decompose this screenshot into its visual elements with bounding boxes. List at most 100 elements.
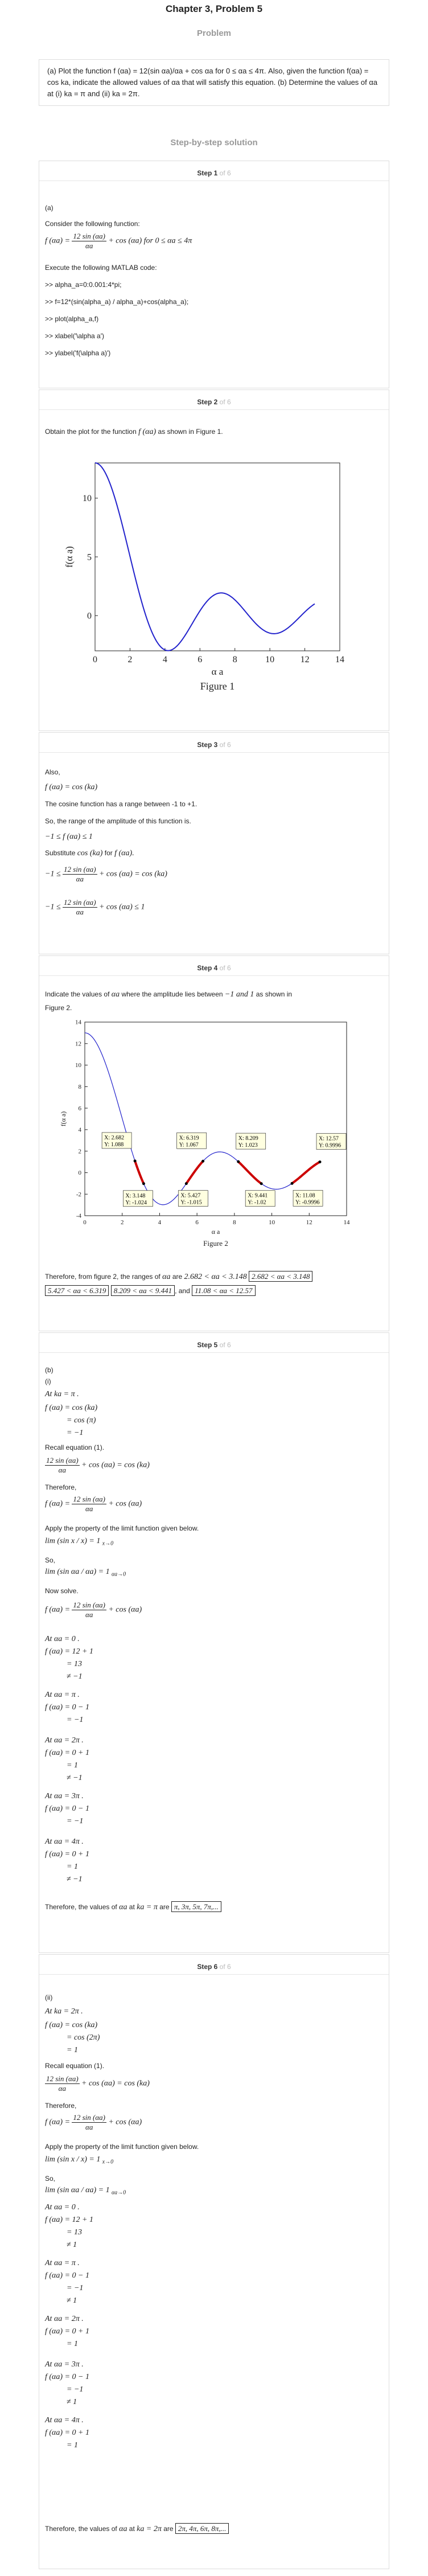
range-text: The cosine function has a range between … (45, 800, 197, 808)
case-eq: f (αa) = 12 + 1 (45, 1647, 93, 1656)
x-tick-label: 12 (306, 1219, 312, 1226)
datatip-y: Y: -1.015 (180, 1200, 201, 1206)
limit-2: lim (sin αa / αa) = 1 αa→0 (45, 1568, 126, 1578)
datatip-y: Y: 1.088 (104, 1142, 124, 1148)
datatip-marker (237, 1160, 240, 1163)
recall-eq: 12 sin (αa) αa + cos (αa) = cos (ka) (45, 2074, 150, 2093)
equation-2: −1 ≤ 12 sin (αa) αa + cos (αa) = cos (ka) (45, 865, 167, 883)
step-4: Step 4 of 6 Indicate the values of αa wh… (39, 955, 389, 1331)
datatip-box (176, 1132, 207, 1149)
step-4-title: Step 4 of 6 (197, 964, 231, 972)
case-eq: = −1 (67, 2284, 84, 2292)
part-label: (b) (45, 1366, 54, 1374)
limit-2: lim (sin αa / αa) = 1 αa→0 (45, 2186, 126, 2196)
case-eq: f (αa) = 0 + 1 (45, 1749, 89, 1757)
y-tick-label: 4 (79, 1127, 82, 1134)
eq-line: = cos (π) (67, 1416, 96, 1425)
datatip-box (245, 1190, 275, 1207)
y-tick-label: 12 (75, 1040, 81, 1047)
y-tick-label: 0 (87, 611, 92, 621)
part-label: (a) (45, 204, 54, 212)
y-tick-label: 2 (79, 1148, 82, 1155)
x-tick-label: 6 (195, 1219, 199, 1226)
x-tick-label: 0 (93, 655, 97, 664)
x-tick-label: 10 (269, 1219, 275, 1226)
code-line: >> plot(alpha_a,f) (45, 315, 99, 323)
final-answer: Therefore, the values of αa at ka = 2π a… (45, 2523, 229, 2534)
inequality-1: −1 ≤ f (αa) ≤ 1 (45, 832, 93, 841)
sub-part-label: (ii) (45, 1993, 53, 2001)
case-eq: f (αa) = 0 + 1 (45, 1850, 89, 1859)
case-eq: = 13 (67, 1660, 82, 1668)
datatip-x: X: 6.319 (179, 1135, 199, 1141)
case-eq: = 1 (67, 1761, 78, 1770)
y-tick-label: -2 (76, 1191, 81, 1198)
case-eq: ≠ −1 (67, 1774, 83, 1782)
case-at: At αa = π . (45, 1691, 80, 1699)
case-eq: = 1 (67, 2340, 78, 2348)
datatip-marker (318, 1160, 322, 1164)
recall-text: Recall equation (1). (45, 1443, 105, 1451)
datatip-marker (290, 1182, 294, 1185)
limit-1: lim (sin x / x) = 1 x→0 (45, 1537, 114, 1547)
step-2: Step 2 of 6 Obtain the plot for the func… (39, 389, 389, 731)
y-tick-label: 0 (79, 1170, 82, 1176)
f-eq: f (αa) = 12 sin (αa) αa + cos (αa) (45, 2113, 142, 2131)
y-tick-label: 5 (87, 552, 92, 562)
x-tick-label: 10 (265, 655, 274, 664)
case-at: At αa = 4π . (45, 2416, 84, 2425)
figure-caption: Figure 1 (200, 680, 235, 692)
step-5: Step 5 of 6 (b) (i) At ka = π . f (αa) =… (39, 1332, 389, 1953)
datatip-y: Y: 1.067 (179, 1142, 199, 1148)
x-tick-label: 2 (127, 655, 132, 664)
datatip-marker (184, 1182, 188, 1186)
case-at: At αa = 2π . (45, 1736, 84, 1745)
execute-text: Execute the following MATLAB code: (45, 264, 157, 272)
sub-part-label: (i) (45, 1377, 51, 1385)
case-eq: ≠ 1 (67, 2398, 77, 2406)
case-eq: f (αa) = 0 − 1 (45, 1804, 89, 1813)
y-tick-label: -4 (76, 1213, 82, 1220)
equation-1: f (αa) = cos (ka) (45, 783, 98, 791)
datatip-marker (142, 1182, 145, 1186)
eq-line: = −1 (67, 1429, 84, 1437)
datatip-marker (260, 1182, 263, 1186)
datatip-box (236, 1133, 266, 1150)
code-line: >> alpha_a=0:0.001:4*pi; (45, 281, 122, 289)
now-solve: Now solve. (45, 1587, 79, 1595)
allowed-band (291, 1160, 320, 1184)
datatip-y: Y: 0.9996 (319, 1143, 341, 1149)
at-ka: At ka = π . (45, 1390, 79, 1398)
case-at: At αa = 2π . (45, 2315, 84, 2323)
step-1: Step 1 of 6 (a) Consider the following f… (39, 161, 389, 388)
final-answer: Therefore, the values of αa at ka = π ar… (45, 1901, 221, 1912)
code-line: >> xlabel('\alpha a') (45, 332, 104, 340)
eq-line: f (αa) = cos (ka) (45, 1404, 98, 1412)
step-5-title: Step 5 of 6 (197, 1341, 231, 1349)
substitute-text: Substitute cos (ka) for f (αa). (45, 849, 134, 858)
case-eq: = 1 (67, 1863, 78, 1871)
solution-heading: Step-by-step solution (170, 138, 258, 147)
case-eq: = 1 (67, 2441, 78, 2450)
case-eq: ≠ −1 (67, 1875, 83, 1884)
apply-text: Apply the property of the limit function… (45, 2143, 199, 2151)
datatip-x: X: 9.441 (248, 1193, 268, 1199)
datatip-x: X: 3.148 (125, 1193, 145, 1199)
datatip-y: Y: -1.024 (125, 1200, 146, 1206)
eq-line: f (αa) = cos (ka) (45, 2021, 98, 2029)
step-3: Step 3 of 6 Also, f (αa) = cos (ka) The … (39, 732, 389, 954)
datatip-box (101, 1132, 132, 1149)
datatip-x: X: 12.57 (319, 1136, 339, 1142)
case-eq: f (αa) = 0 + 1 (45, 2327, 89, 2336)
f-eq: f (αa) = 12 sin (αa) αa + cos (αa) (45, 1601, 142, 1619)
datatip-y: Y: -0.9996 (295, 1199, 319, 1205)
y-tick-label: 14 (75, 1019, 82, 1026)
case-eq: f (αa) = 0 − 1 (45, 2271, 89, 2280)
step-3-title: Step 3 of 6 (197, 741, 231, 749)
code-line: >> f=12*(sin(alpha_a) / alpha_a)+cos(alp… (45, 298, 189, 306)
case-eq: = −1 (67, 1817, 84, 1826)
f-eq: f (αa) = 12 sin (αa) αa + cos (αa) (45, 1495, 142, 1513)
plot-frame (84, 1022, 347, 1216)
case-eq: = 13 (67, 2228, 82, 2237)
case-eq: ≠ −1 (67, 1672, 83, 1681)
